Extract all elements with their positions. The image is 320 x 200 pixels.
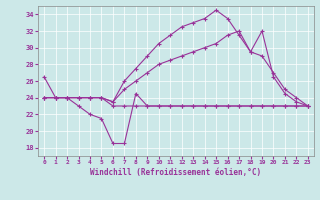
X-axis label: Windchill (Refroidissement éolien,°C): Windchill (Refroidissement éolien,°C) [91,168,261,177]
